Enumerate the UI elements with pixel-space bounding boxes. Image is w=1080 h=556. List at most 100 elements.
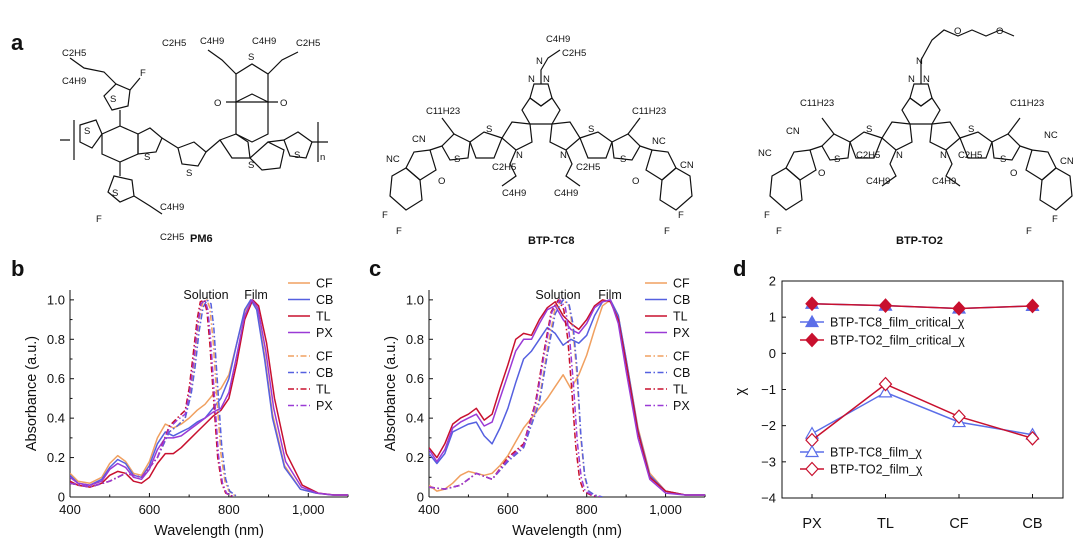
annotation-solution: Solution — [183, 288, 228, 302]
atom-label: C4H9 — [932, 176, 956, 187]
legend-label: BTP-TO2_film_χ — [830, 463, 923, 477]
legend-label: BTP-TC8_film_critical_χ — [830, 316, 965, 330]
atom-label: N — [908, 74, 915, 85]
atom-label: C4H9 — [502, 188, 526, 199]
atom-label: C2H5 — [856, 150, 880, 161]
series-line-film-px — [429, 299, 705, 496]
atom-label: O — [280, 98, 287, 109]
panel-label-c: c — [369, 256, 381, 281]
atom-label: NC — [652, 136, 666, 147]
series-line-film-px — [70, 299, 348, 496]
atom-label: F — [382, 210, 388, 221]
atom-label: O — [1010, 168, 1017, 179]
data-point — [952, 301, 966, 316]
x-tick-label: 400 — [418, 502, 440, 517]
y-tick-label: 0.6 — [406, 371, 424, 386]
plot-area — [429, 299, 705, 497]
data-point — [878, 376, 893, 392]
y-tick-label: 0 — [769, 346, 776, 361]
molecule-btp-tc8: N N N C4H9 C2H5 C11H23 C11H23 S S S S N … — [382, 34, 694, 247]
atom-label: C2H5 — [576, 162, 600, 173]
data-point — [805, 296, 819, 312]
x-tick-label: CB — [1022, 516, 1042, 532]
absorbance-chart-b: 400 600 800 1,000 0 0.2 0.4 0.6 0.8 1.0 Wavelength… — [24, 277, 349, 539]
atom-label: N — [916, 56, 923, 67]
atom-label: S — [486, 124, 492, 135]
panel-label-b: b — [11, 256, 24, 281]
y-tick-label: −4 — [761, 491, 776, 506]
y-tick-label: 1.0 — [406, 292, 424, 307]
atom-label: O — [818, 168, 825, 179]
atom-label: C4H9 — [252, 36, 276, 47]
atom-label: C2H5 — [160, 232, 184, 243]
molecule-name-tc8: BTP-TC8 — [528, 235, 574, 247]
x-tick-label: 400 — [59, 502, 81, 517]
atom-label: S — [294, 150, 300, 161]
y-tick-label: 0.8 — [406, 332, 424, 347]
atom-label: F — [140, 68, 146, 79]
legend-marker — [804, 444, 820, 458]
atom-label: S — [248, 52, 254, 63]
absorbance-chart-c: 400 600 800 1,000 0 0.2 0.4 0.6 0.8 1.0 Wavelength… — [383, 277, 706, 539]
atom-label: C2H5 — [62, 48, 86, 59]
atom-label: NC — [758, 148, 772, 159]
legend-label: CF — [316, 350, 333, 364]
plot-frame — [781, 280, 1064, 499]
atom-label: O — [996, 26, 1003, 37]
data-point — [1025, 430, 1040, 446]
molecule-btp-to2: N N N O O C11H23 C11H23 S S S S N N CN N… — [758, 26, 1074, 247]
atom-label: O — [632, 176, 639, 187]
x-tick-label: 600 — [139, 502, 161, 517]
y-axis-label: χ — [733, 387, 749, 395]
y-tick-label: −1 — [761, 382, 776, 397]
atom-label: F — [764, 210, 770, 221]
atom-label: C4H9 — [160, 202, 184, 213]
x-tick-label: CF — [949, 516, 968, 532]
atom-label: N — [516, 150, 523, 161]
legend-label: CF — [673, 277, 690, 291]
atom-label: F — [664, 226, 670, 237]
molecule-name-to2: BTP-TO2 — [896, 235, 943, 247]
y-tick-label: 0.2 — [47, 450, 65, 465]
atom-label: F — [1026, 226, 1032, 237]
panel-label-a: a — [11, 30, 24, 55]
atom-label: F — [396, 226, 402, 237]
atom-label: N — [940, 150, 947, 161]
atom-label: C4H9 — [554, 188, 578, 199]
atom-label: CN — [1060, 156, 1074, 167]
legend-label: PX — [673, 399, 690, 413]
legend-label: CF — [316, 277, 333, 291]
data-point — [878, 298, 893, 313]
data-point — [952, 409, 966, 425]
legend-label: CB — [316, 293, 333, 307]
atom-label: N — [896, 150, 903, 161]
y-axis-label: Absorbance (a.u.) — [383, 336, 399, 451]
series-line-solution-cb — [429, 299, 603, 497]
legend-label: CB — [673, 293, 690, 307]
y-tick-label: 1.0 — [47, 292, 65, 307]
series-line-solution-cf — [429, 299, 603, 497]
x-tick-label: TL — [877, 516, 894, 532]
chi-chart-d: −4 −3 −2 −1 0 1 2 PX TL CF CB χ BTP-TC8_film_critica… — [733, 274, 1064, 532]
atom-label: N — [543, 74, 550, 85]
atom-label: S — [84, 126, 90, 137]
legend-label: PX — [316, 399, 333, 413]
y-tick-label: 0.2 — [406, 450, 424, 465]
atom-label: O — [214, 98, 221, 109]
legend-marker — [804, 314, 820, 328]
y-tick-label: 0 — [417, 490, 424, 505]
y-tick-label: −2 — [761, 418, 776, 433]
atom-label: S — [112, 188, 118, 199]
atom-label: S — [620, 154, 626, 165]
y-tick-label: 0.8 — [47, 332, 65, 347]
atom-label: O — [438, 176, 445, 187]
atom-label: F — [776, 226, 782, 237]
legend-marker — [805, 332, 819, 348]
legend-label: CF — [673, 350, 690, 364]
legend-label: PX — [316, 326, 333, 340]
x-axis-label: Wavelength (nm) — [154, 523, 264, 539]
series-line-solution-cf — [70, 299, 238, 497]
atom-label: O — [954, 26, 961, 37]
series-line-film-cb — [70, 299, 348, 496]
annotation-film: Film — [598, 288, 622, 302]
